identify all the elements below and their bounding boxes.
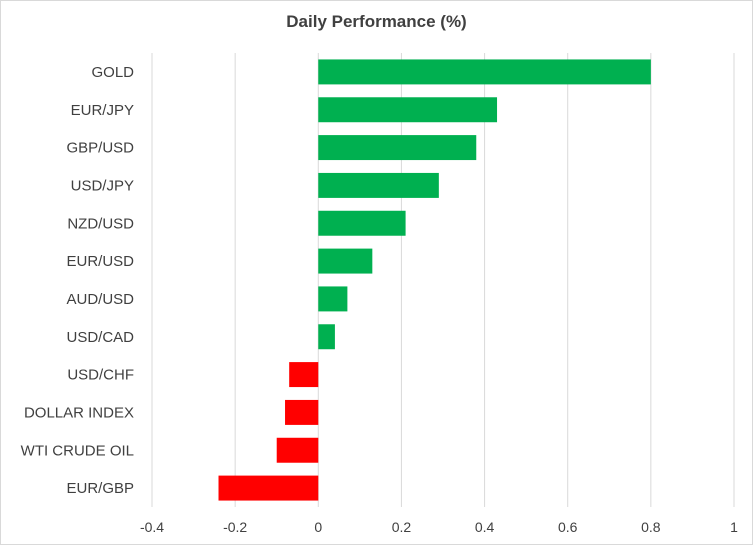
bar-usd-jpy bbox=[318, 172, 439, 198]
category-label: EUR/GBP bbox=[66, 480, 134, 497]
x-tick-label: 0.2 bbox=[392, 519, 412, 535]
category-label: NZD/USD bbox=[67, 215, 134, 232]
chart-title: Daily Performance (%) bbox=[286, 12, 467, 31]
category-label: USD/CHF bbox=[67, 367, 134, 384]
category-label: WTI CRUDE OIL bbox=[21, 442, 134, 459]
x-tick-label: -0.2 bbox=[223, 519, 247, 535]
category-label: GBP/USD bbox=[66, 140, 134, 157]
bar-nzd-usd bbox=[318, 210, 406, 236]
x-tick-label: 0.8 bbox=[641, 519, 661, 535]
category-label: GOLD bbox=[91, 64, 134, 81]
bar-gbp-usd bbox=[318, 135, 477, 161]
bar-gold bbox=[318, 59, 651, 85]
category-label: EUR/JPY bbox=[71, 102, 134, 119]
category-label: USD/CAD bbox=[66, 329, 134, 346]
bar-aud-usd bbox=[318, 286, 348, 312]
category-label: AUD/USD bbox=[66, 291, 134, 308]
x-tick-label: 0 bbox=[314, 519, 322, 535]
x-tick-label: 0.4 bbox=[475, 519, 495, 535]
bar-usd-chf bbox=[289, 362, 319, 388]
bar-eur-jpy bbox=[318, 97, 498, 123]
bar-eur-gbp bbox=[218, 475, 319, 501]
x-tick-label: -0.4 bbox=[140, 519, 164, 535]
bar-dollar-index bbox=[285, 399, 319, 425]
x-tick-label: 1 bbox=[730, 519, 738, 535]
bar-usd-cad bbox=[318, 324, 335, 350]
category-label: USD/JPY bbox=[71, 177, 134, 194]
category-label: EUR/USD bbox=[66, 253, 134, 270]
x-tick-label: 0.6 bbox=[558, 519, 578, 535]
category-label: DOLLAR INDEX bbox=[24, 404, 134, 421]
bar-wti-crude-oil bbox=[276, 437, 319, 463]
bar-eur-usd bbox=[318, 248, 373, 274]
